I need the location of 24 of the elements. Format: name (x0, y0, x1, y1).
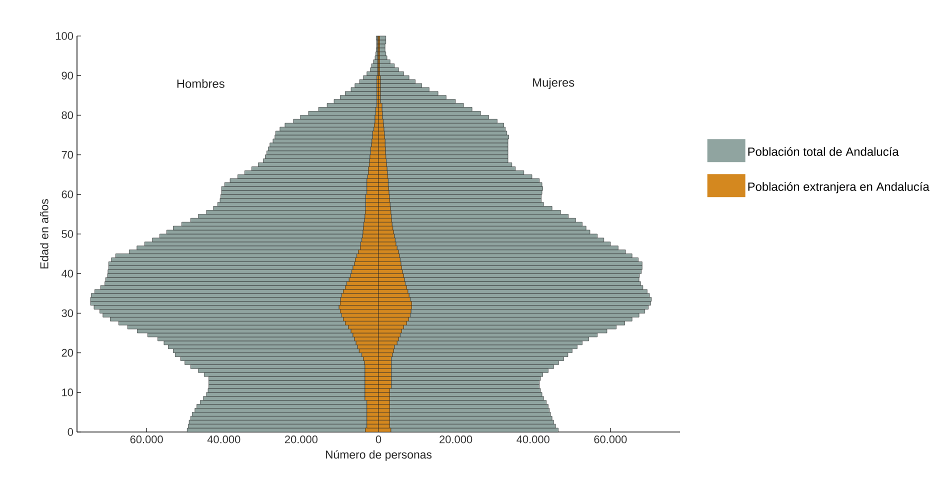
y-tick-label: 50 (62, 230, 74, 238)
legend-label: Población extranjera en Andalucía (748, 182, 930, 194)
x-tick-label: 20.000 (440, 436, 472, 444)
x-tick-label: 20.000 (284, 436, 318, 444)
y-tick-label: 80 (62, 111, 74, 120)
annotation: Mujeres (533, 78, 574, 90)
x-tick-label: 0 (376, 436, 382, 444)
x-axis-title: Número de personas (326, 450, 432, 461)
y-tick-label: 40 (62, 270, 74, 278)
legend-label: Población total de Andalucía (748, 147, 899, 156)
y-tick-label: 0 (68, 428, 74, 436)
y-tick-label: 30 (62, 309, 74, 318)
y-tick-label: 10 (62, 388, 74, 396)
y-tick-label: 90 (62, 72, 74, 80)
y-axis-title: Edad en años (40, 199, 48, 268)
y-tick-label: 20 (62, 348, 74, 357)
annotation: Hombres (177, 79, 224, 88)
y-tick-label: 60 (62, 190, 74, 198)
y-tick-label: 70 (62, 150, 74, 159)
x-tick-label: 40.000 (207, 436, 240, 444)
y-tick-label: 100 (56, 32, 74, 40)
x-tick-label: 40.000 (516, 436, 550, 444)
x-tick-label: 60.000 (594, 436, 627, 444)
x-tick-label: 60.000 (130, 436, 163, 444)
